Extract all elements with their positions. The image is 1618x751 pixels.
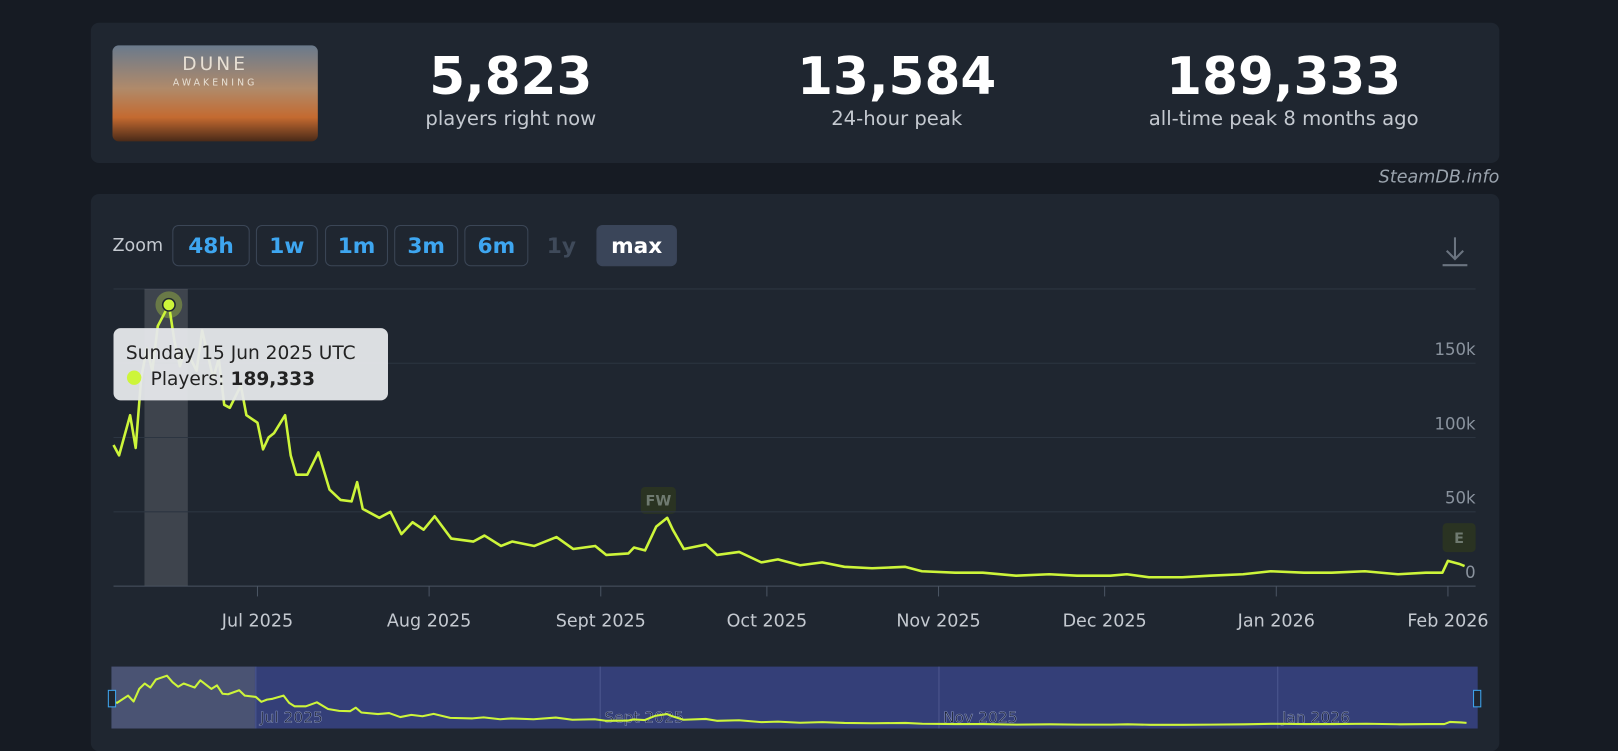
x-tick-label: Oct 2025 xyxy=(727,611,808,631)
x-tick-label: Nov 2025 xyxy=(896,611,980,631)
x-tick-label: Sept 2025 xyxy=(556,611,646,631)
x-tick-label: Aug 2025 xyxy=(387,611,471,631)
x-tick-label: Dec 2025 xyxy=(1063,611,1147,631)
image-title: DUNE xyxy=(182,53,249,76)
hover-point xyxy=(161,297,176,312)
zoom-button[interactable]: 1w xyxy=(255,224,318,267)
stat-label: all-time peak 8 months ago xyxy=(1148,107,1419,131)
navigator-label: Jan 2026 xyxy=(1281,708,1350,726)
stat-label: 24-hour peak xyxy=(831,107,963,131)
zoom-button: 1y xyxy=(546,233,576,258)
tooltip xyxy=(113,328,388,401)
annotation-flag[interactable] xyxy=(640,487,676,514)
y-tick-label: 100k xyxy=(1435,414,1476,433)
navigator-handle xyxy=(107,689,117,708)
stat-value: 13,584 xyxy=(797,46,997,107)
zoom-label: Zoom xyxy=(112,235,164,256)
annotation: FW xyxy=(645,494,671,510)
credit[interactable]: SteamDB.info xyxy=(1378,167,1500,188)
tooltip-row: Players: 189,333 xyxy=(151,369,315,390)
zoom-button[interactable]: 1m xyxy=(325,224,388,267)
navigator-line xyxy=(111,674,1467,726)
image-subtitle: AWAKENING xyxy=(172,78,258,89)
y-tick-label: 150k xyxy=(1435,340,1476,359)
zoom-button[interactable]: 6m xyxy=(464,224,529,267)
navigator-handle xyxy=(1473,689,1482,708)
y-tick-label: 50k xyxy=(1445,489,1476,508)
navigator-label: Sept 2025 xyxy=(604,708,684,726)
tooltip-label: Players: xyxy=(151,369,225,390)
navigator-label: Jul 2025 xyxy=(259,708,323,726)
stat: 189,333 all-time peak 8 months ago xyxy=(1098,47,1469,132)
stat-value: 189,333 xyxy=(1166,46,1402,107)
stat: 13,584 24-hour peak xyxy=(711,47,1082,132)
stat-value: 5,823 xyxy=(429,46,593,107)
stats-card xyxy=(90,22,1500,164)
annotation: E xyxy=(1454,531,1464,547)
tooltip-marker xyxy=(126,370,142,385)
annotation-flag[interactable] xyxy=(1442,523,1476,553)
zoom-button[interactable]: max xyxy=(596,224,677,267)
tooltip-value: 189,333 xyxy=(231,369,316,390)
download-icon[interactable] xyxy=(1442,237,1468,267)
game-image[interactable]: DUNE AWAKENING xyxy=(112,45,318,142)
stat: 5,823 players right now xyxy=(325,47,696,132)
navigator[interactable] xyxy=(111,666,1478,729)
y-tick-label: 0 xyxy=(1465,563,1476,582)
navigator-label: Nov 2025 xyxy=(943,708,1017,726)
zoom-button[interactable]: 3m xyxy=(394,224,459,267)
x-tick-label: Jul 2025 xyxy=(221,611,293,631)
x-tick-label: Feb 2026 xyxy=(1407,611,1488,631)
tooltip-date: Sunday 15 Jun 2025 UTC xyxy=(126,343,356,364)
stat-label: players right now xyxy=(425,107,597,131)
x-tick-label: Jan 2026 xyxy=(1237,611,1315,631)
navigator-selection[interactable] xyxy=(111,666,255,729)
zoom-button[interactable]: 48h xyxy=(172,224,250,267)
